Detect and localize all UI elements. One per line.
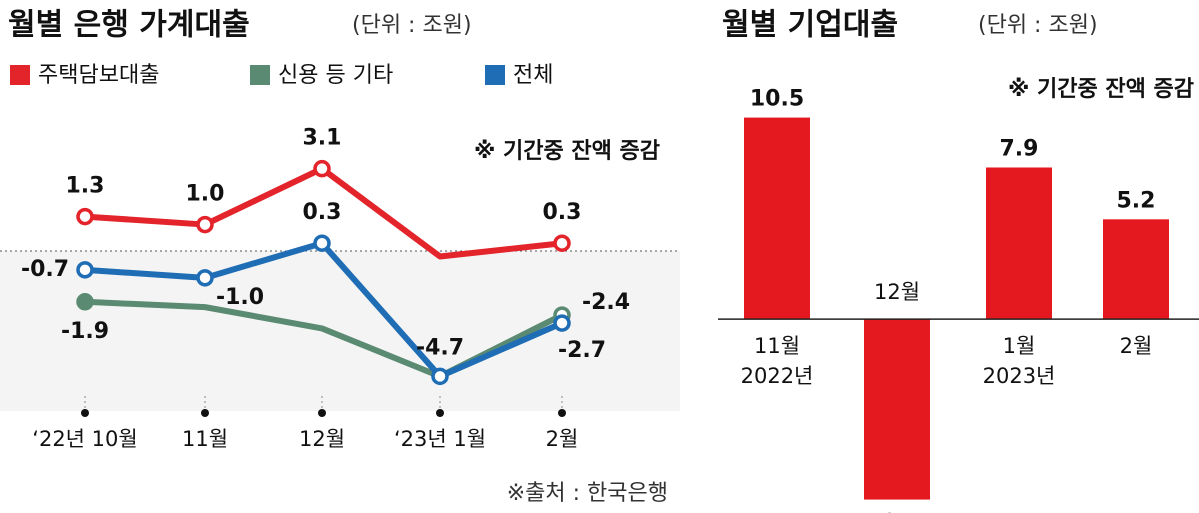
chart-title: 월별 은행 가계대출 (8, 8, 250, 43)
chart-title: 월별 기업대출 (722, 8, 898, 43)
value-label: -0.7 (21, 257, 69, 282)
x-tick-label: 2월 (546, 427, 579, 451)
source: ※출처 : 한국은행 (507, 481, 668, 506)
point-marker (76, 207, 94, 226)
x-tick-label: ‘23년 1월 (394, 427, 486, 451)
x-tick-label: 1월 (1003, 334, 1036, 358)
value-label: 10.5 (750, 87, 804, 112)
point-marker (431, 367, 449, 386)
legend-label: 신용 등 기타 (278, 63, 393, 88)
value-label: -1.0 (216, 285, 264, 310)
x-tick-label: 12월 (299, 427, 345, 451)
legend-label: 주택담보대출 (38, 63, 159, 88)
legend-swatch (250, 65, 270, 85)
value-label: 0.3 (303, 200, 342, 225)
unit-note: (단위 : 조원) (978, 13, 1098, 38)
value-label: -1.9 (61, 319, 109, 344)
value-label: 5.2 (1117, 188, 1156, 213)
point-marker (76, 261, 94, 279)
bar (986, 167, 1052, 320)
x-tick-label: 11월 (754, 334, 800, 358)
negative-zone (0, 251, 680, 411)
point-marker (313, 234, 331, 252)
x-tick-dot (558, 409, 566, 417)
value-label: -2.4 (582, 290, 630, 315)
point-marker (196, 215, 214, 234)
legend-label: 전체 (513, 63, 553, 88)
legend-swatch (485, 65, 505, 85)
x-tick-dot (81, 409, 89, 417)
annotation: ※ 기간중 잔액 증감 (474, 139, 660, 164)
year-label: 2022년 (741, 364, 814, 388)
legend-swatch (10, 65, 30, 85)
point-marker (313, 159, 331, 178)
value-label: 3.1 (303, 126, 342, 151)
value-label: -4.7 (416, 335, 464, 360)
x-tick-label: 11월 (182, 427, 228, 451)
x-tick-dot (436, 409, 444, 417)
value-label: 7.9 (1000, 136, 1039, 161)
annotation: ※ 기간중 잔액 증감 (1008, 77, 1194, 102)
bar (744, 117, 810, 320)
value-label: 1.0 (186, 182, 225, 207)
point-marker (196, 269, 214, 287)
point-marker (553, 314, 571, 332)
value-label: 0.3 (543, 200, 582, 225)
value-label: -2.7 (558, 338, 606, 363)
unit-note: (단위 : 조원) (352, 13, 472, 38)
point-marker (76, 293, 94, 311)
x-tick-label: 2월 (1120, 334, 1153, 358)
value-label: 1.3 (66, 174, 105, 199)
point-marker (553, 234, 571, 252)
x-tick-dot (318, 409, 326, 417)
bar (1103, 219, 1169, 320)
value-label: -9.4 (873, 511, 921, 513)
x-tick-dot (201, 409, 209, 417)
year-label: 2023년 (983, 364, 1056, 388)
bar (864, 319, 930, 500)
x-tick-label: ‘22년 10월 (32, 427, 137, 451)
x-tick-label: 12월 (874, 280, 920, 304)
